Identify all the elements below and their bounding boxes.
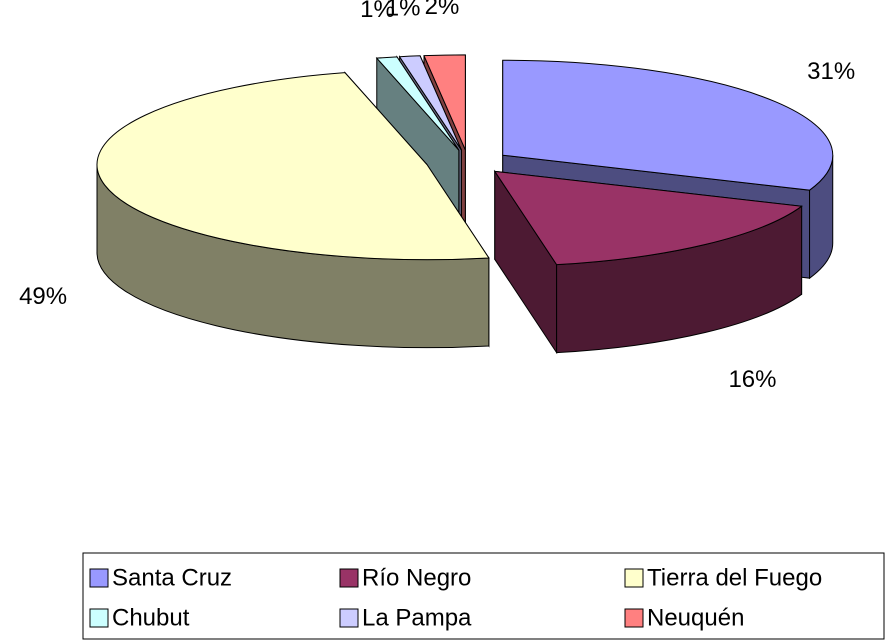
slice <box>96 71 490 349</box>
legend-label: Tierra del Fuego <box>647 564 822 591</box>
data-label: 31% <box>807 58 855 85</box>
data-label: 1% <box>386 0 421 21</box>
legend-swatch <box>339 608 359 628</box>
data-label: 49% <box>19 283 67 310</box>
legend-label: La Pampa <box>362 604 472 631</box>
pie <box>96 54 834 355</box>
slice-top <box>502 59 834 191</box>
legend-swatch <box>624 568 644 588</box>
slice-top <box>375 56 460 151</box>
data-label: 2% <box>425 0 460 20</box>
slice-top <box>398 55 462 151</box>
legend-label: Neuquén <box>647 604 744 631</box>
slice-top <box>96 72 490 261</box>
legend: Santa Cruz Río Negro Tierra del Fuego Chubu… <box>89 564 822 631</box>
data-label: 16% <box>728 366 776 393</box>
slice-top <box>493 170 803 266</box>
legend-swatch <box>89 608 109 628</box>
legend-box <box>82 552 885 640</box>
legend-label: Santa Cruz <box>112 564 232 591</box>
slice-top <box>423 54 466 151</box>
legend-swatch <box>89 568 109 588</box>
legend-label: Chubut <box>112 604 190 631</box>
legend-label: Río Negro <box>362 564 471 591</box>
data-label: 1% <box>360 0 395 23</box>
legend-swatch <box>624 608 644 628</box>
slice <box>493 169 803 355</box>
legend-swatch <box>339 568 359 588</box>
